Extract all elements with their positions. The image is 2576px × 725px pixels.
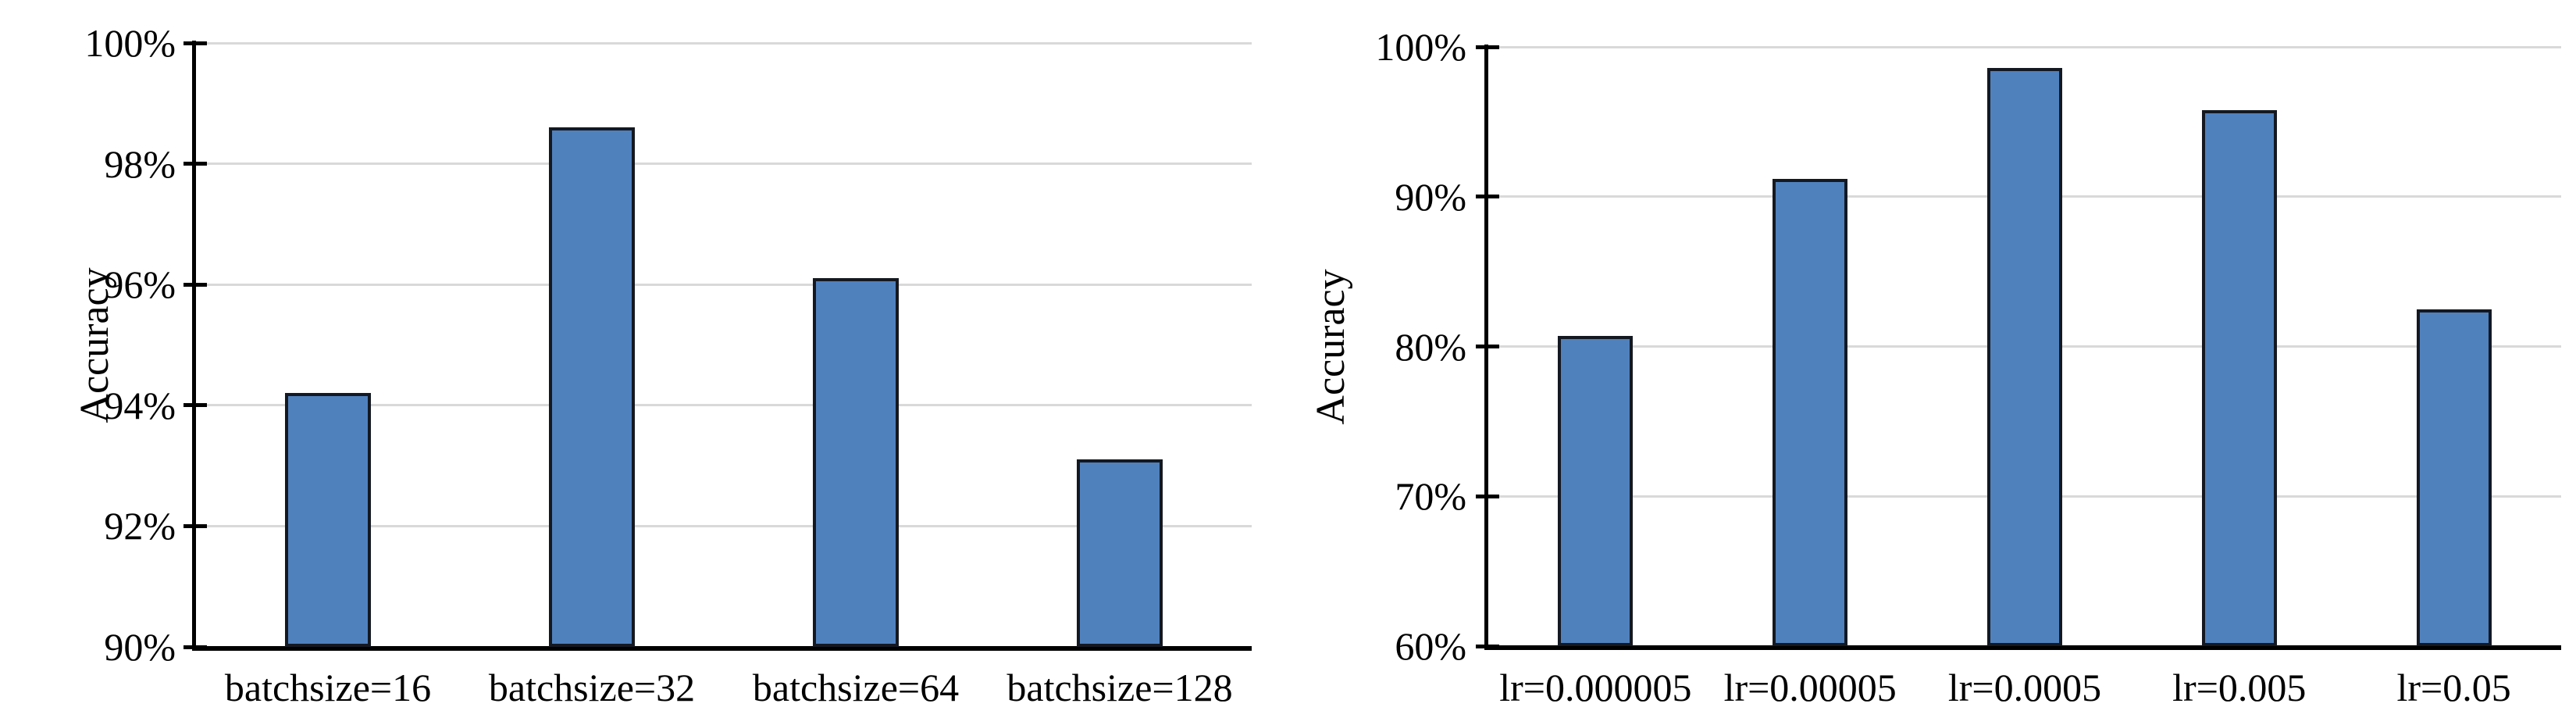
x-tick-label: lr=0.005: [2172, 666, 2307, 709]
y-tick-label: 90%: [1395, 174, 1466, 219]
gridline: [196, 41, 1252, 45]
y-tick-label: 70%: [1395, 474, 1466, 519]
bar-lr=0.0005: [1987, 67, 2062, 646]
x-axis-line: [1484, 645, 2561, 650]
y-axis-line: [192, 41, 196, 650]
bar-batchsize=64: [813, 278, 899, 647]
x-tick-label: batchsize=64: [752, 666, 960, 709]
x-axis-line: [192, 646, 1252, 651]
y-tick-label: 100%: [1375, 25, 1466, 69]
gridline: [1488, 45, 2561, 48]
bar-lr=0.000005: [1558, 336, 1634, 646]
y-tick-label: 98%: [104, 141, 176, 186]
y-axis-title: Accuracy: [1309, 268, 1353, 425]
bar-lr=0.00005: [1773, 178, 1848, 646]
y-axis-line: [1484, 45, 1488, 649]
y-tick-label: 100%: [84, 21, 176, 65]
y-tick-label: 92%: [104, 504, 176, 548]
y-tick-label: 96%: [104, 262, 176, 307]
y-tick-label: 90%: [104, 625, 176, 669]
y-tick-label: 94%: [104, 383, 176, 427]
gridline: [196, 404, 1252, 407]
bar-lr=0.05: [2416, 309, 2492, 646]
bar-batchsize=128: [1077, 459, 1163, 647]
gridline: [196, 283, 1252, 286]
x-tick-label: lr=0.0005: [1947, 666, 2102, 709]
x-tick-label: batchsize=32: [488, 666, 696, 709]
x-tick-label: batchsize=128: [1007, 666, 1233, 709]
x-tick-label: batchsize=16: [224, 666, 432, 709]
x-tick-label: lr=0.05: [2396, 666, 2511, 709]
bar-lr=0.005: [2201, 109, 2277, 646]
x-tick-label: lr=0.00005: [1723, 666, 1897, 709]
gridline: [196, 524, 1252, 527]
y-tick-label: 80%: [1395, 324, 1466, 369]
bar-batchsize=16: [285, 393, 371, 647]
bar-batchsize=32: [549, 127, 635, 647]
gridline: [196, 162, 1252, 166]
x-tick-label: lr=0.000005: [1499, 666, 1692, 709]
y-tick-label: 60%: [1395, 624, 1466, 668]
